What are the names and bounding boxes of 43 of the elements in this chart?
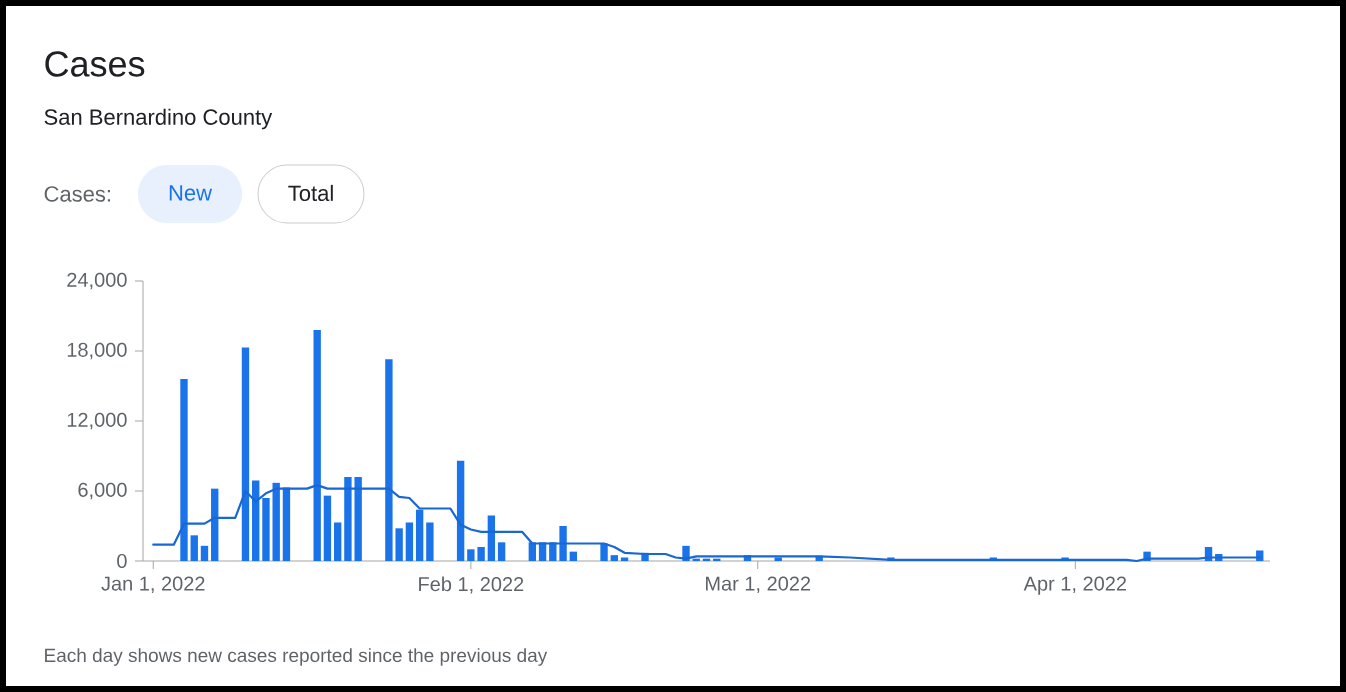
bar bbox=[323, 495, 332, 561]
x-tick-label: Feb 1, 2022 bbox=[419, 576, 524, 594]
bar bbox=[282, 487, 291, 561]
bar bbox=[200, 545, 209, 561]
y-tick-label: 24,000 bbox=[67, 272, 127, 290]
bar bbox=[333, 522, 342, 561]
bar bbox=[262, 497, 270, 561]
bar bbox=[405, 522, 414, 561]
bar bbox=[241, 347, 250, 561]
bar bbox=[477, 546, 485, 561]
x-tick-label: Apr 1, 2022 bbox=[1023, 576, 1126, 595]
bar bbox=[272, 482, 280, 561]
bar bbox=[610, 555, 618, 561]
text: Total bbox=[288, 184, 333, 202]
y-tick-label: 12,000 bbox=[67, 412, 127, 430]
text: Cases: bbox=[44, 186, 110, 202]
bar bbox=[487, 515, 496, 561]
bar bbox=[426, 522, 434, 561]
x-tick-label: Jan 1, 2022 bbox=[101, 576, 205, 594]
bar bbox=[774, 557, 782, 561]
bar bbox=[385, 359, 393, 561]
bar bbox=[415, 509, 424, 561]
chart-title: Cases bbox=[45, 51, 145, 77]
bar bbox=[252, 480, 260, 561]
y-tick-label: 6,000 bbox=[78, 482, 127, 500]
text: Each day shows new cases reported since the previous day bbox=[45, 648, 548, 666]
bar bbox=[180, 378, 188, 561]
y-tick-label: 0 bbox=[117, 553, 127, 569]
bar bbox=[395, 528, 403, 561]
bar bbox=[569, 551, 577, 561]
chart-subtitle: San Bernardino County bbox=[44, 108, 273, 130]
x-tick-label: Mar 1, 2022 bbox=[706, 576, 811, 594]
bar bbox=[456, 460, 465, 561]
y-tick-label: 18,000 bbox=[67, 342, 127, 360]
bar bbox=[467, 549, 475, 561]
bar bbox=[313, 329, 321, 561]
bar bbox=[354, 476, 362, 561]
bar bbox=[620, 557, 629, 561]
text: New bbox=[169, 185, 213, 201]
bar bbox=[211, 488, 219, 561]
bar bbox=[497, 542, 506, 561]
bar bbox=[190, 535, 198, 561]
bar bbox=[344, 476, 352, 561]
